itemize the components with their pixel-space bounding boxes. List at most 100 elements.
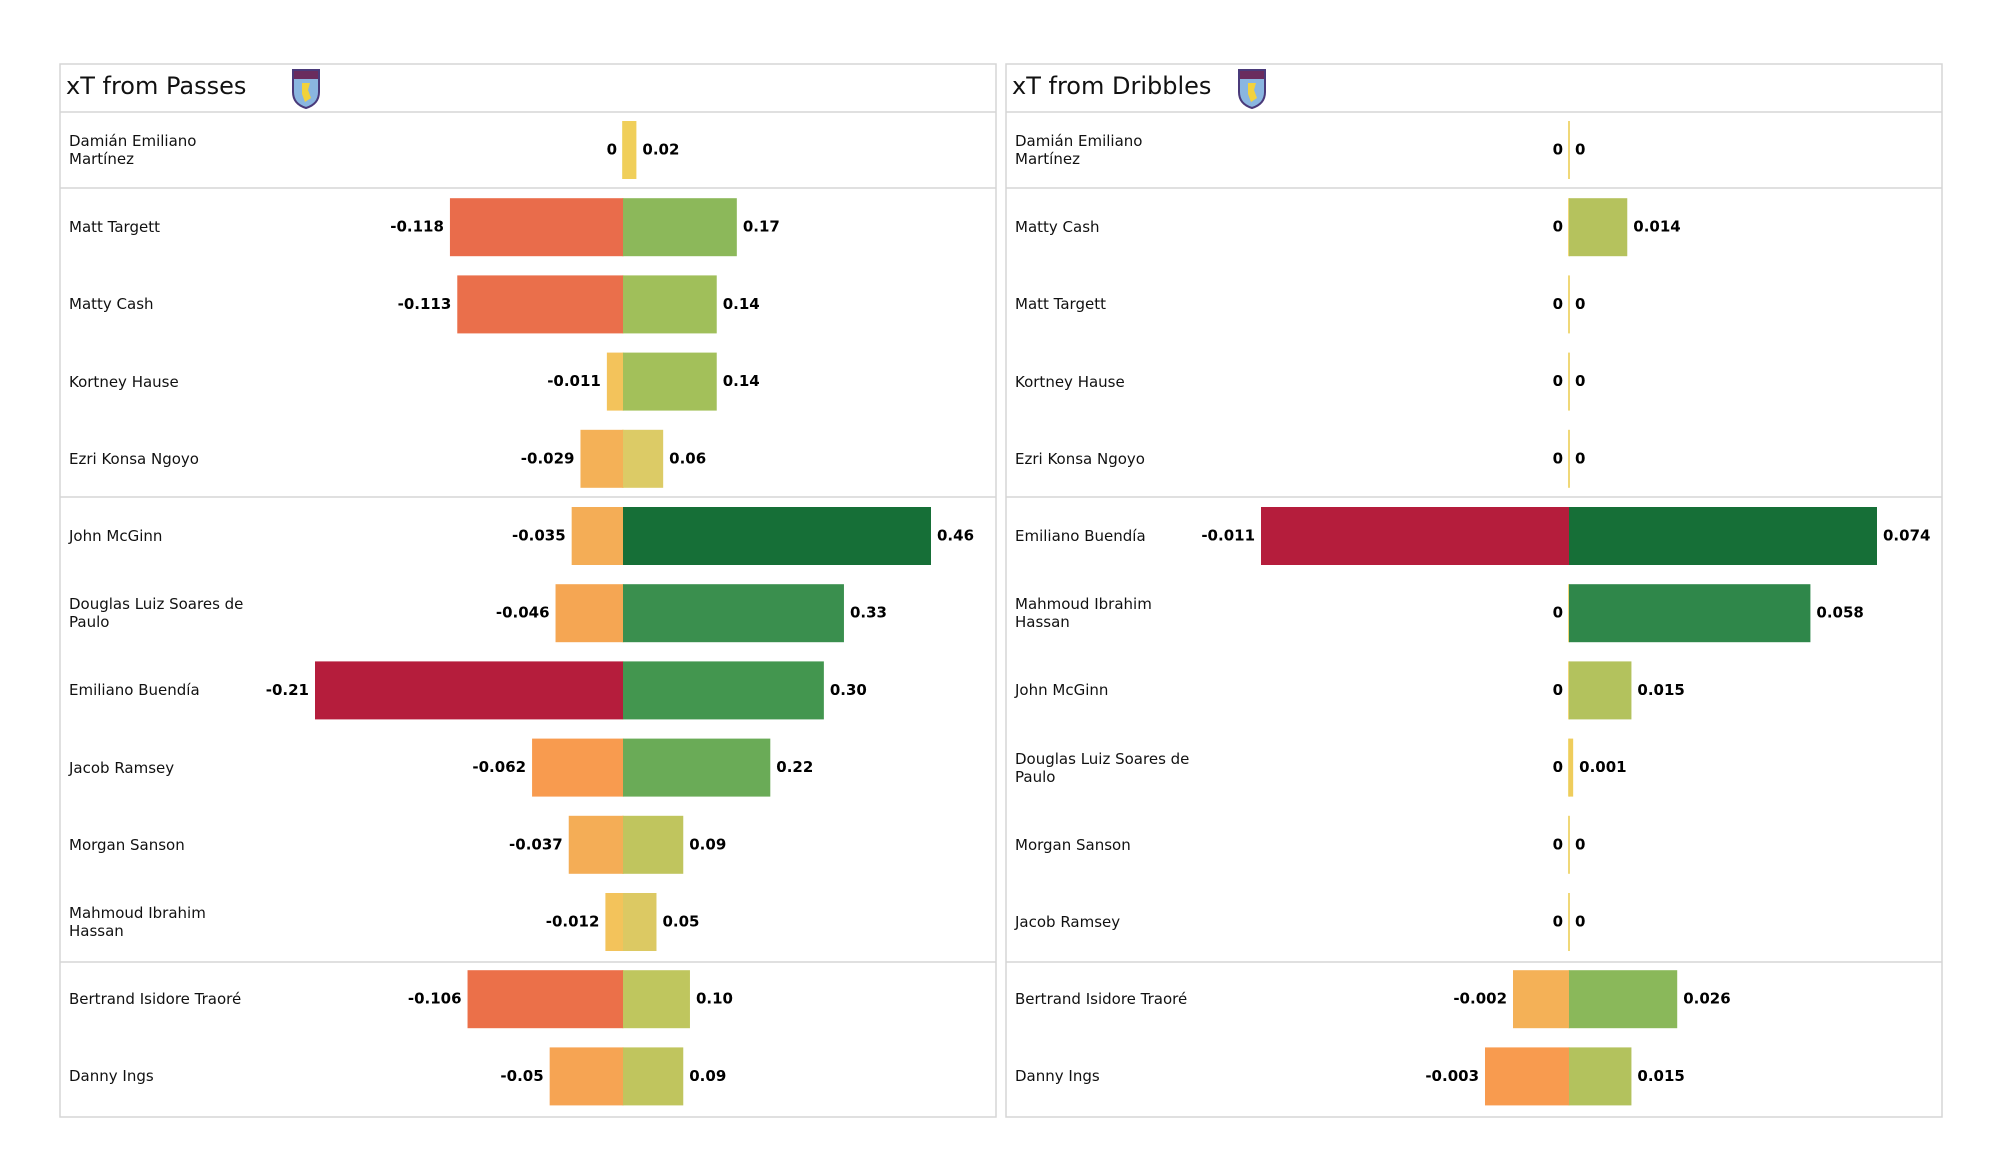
negative-bar	[449, 198, 623, 257]
negative-bar	[532, 738, 623, 797]
value-label: -0.05	[500, 1067, 543, 1085]
value-label: 0.10	[696, 990, 733, 1008]
player-name: Ezri Konsa Ngoyo	[69, 449, 199, 468]
value-label: 0.14	[723, 372, 760, 390]
value-label: 0.015	[1637, 1067, 1684, 1085]
value-label: 0.02	[642, 141, 679, 159]
value-label: 0	[1553, 835, 1563, 853]
value-label: -0.012	[546, 913, 600, 931]
player-name: Mahmoud Ibrahim Hassan	[1015, 595, 1152, 632]
positive-bar	[623, 738, 771, 797]
badge-band	[1240, 71, 1264, 79]
value-label: 0	[1553, 681, 1563, 699]
value-label: 0.30	[830, 681, 867, 699]
positive-bar	[623, 121, 637, 179]
value-label: 0	[607, 141, 617, 159]
player-name: Danny Ings	[69, 1067, 154, 1086]
negative-bar	[605, 893, 623, 951]
negative-bar	[606, 352, 623, 411]
positive-bar	[623, 198, 737, 257]
player-name: Mahmoud Ibrahim Hassan	[69, 904, 206, 940]
negative-bar	[1485, 1047, 1569, 1106]
value-label: 0.46	[937, 527, 974, 545]
positive-bar	[1569, 1047, 1632, 1106]
negative-bar	[1513, 970, 1569, 1029]
player-name: Douglas Luiz Soares de Paulo	[1015, 749, 1190, 786]
badge-band	[294, 71, 318, 79]
value-label: 0	[1553, 913, 1563, 931]
chart-title: xT from Dribbles	[1012, 72, 1211, 100]
value-label: -0.002	[1453, 990, 1507, 1008]
value-label: 0	[1553, 758, 1563, 776]
value-label: -0.106	[408, 990, 462, 1008]
badge-lion	[1248, 83, 1257, 102]
value-label: 0.05	[662, 913, 699, 931]
player-name: Matt Targett	[1015, 295, 1106, 314]
value-label: 0	[1575, 835, 1585, 853]
positive-bar	[623, 970, 690, 1029]
positive-bar	[623, 584, 844, 643]
negative-bar	[568, 815, 623, 874]
positive-bar	[1569, 970, 1678, 1029]
negative-bar	[467, 970, 623, 1029]
negative-bar	[571, 507, 623, 565]
player-name: Danny Ings	[1015, 1067, 1100, 1086]
value-label: 0	[1575, 372, 1585, 390]
positive-bar	[623, 815, 684, 874]
value-label: 0.17	[743, 218, 780, 236]
player-name: Douglas Luiz Soares de Paulo	[69, 595, 244, 632]
value-label: -0.046	[496, 604, 550, 622]
value-label: -0.113	[398, 295, 452, 313]
value-label: 0.014	[1633, 218, 1680, 236]
value-label: 0.058	[1816, 604, 1863, 622]
player-name: Morgan Sanson	[1015, 835, 1131, 854]
positive-bar	[1569, 198, 1628, 257]
player-name: Emiliano Buendía	[69, 681, 200, 700]
positive-bar	[623, 1047, 684, 1106]
positive-bar	[623, 275, 717, 334]
player-name: Matty Cash	[1015, 218, 1100, 237]
negative-bar	[549, 1047, 623, 1106]
value-label: 0	[1575, 449, 1585, 467]
value-label: 0.026	[1683, 990, 1730, 1008]
panel	[59, 63, 997, 1118]
value-label: 0	[1553, 295, 1563, 313]
value-label: 0.001	[1579, 758, 1626, 776]
positive-bar	[1569, 507, 1877, 565]
panel	[1005, 63, 1943, 1118]
value-label: 0	[1553, 141, 1563, 159]
value-label: 0.015	[1637, 681, 1684, 699]
player-name: Emiliano Buendía	[1015, 527, 1146, 545]
positive-bar	[1569, 661, 1632, 720]
value-label: -0.029	[521, 449, 575, 467]
value-label: -0.037	[509, 835, 563, 853]
player-name: John McGinn	[1015, 681, 1109, 700]
value-label: 0	[1553, 218, 1563, 236]
player-name: Jacob Ramsey	[69, 758, 175, 777]
value-label: -0.011	[547, 372, 601, 390]
negative-bar	[555, 584, 623, 643]
negative-bar	[1261, 507, 1569, 565]
positive-bar	[623, 429, 664, 488]
value-label: -0.035	[512, 527, 566, 545]
value-label: 0.22	[776, 758, 813, 776]
negative-bar	[457, 275, 623, 334]
player-name: Bertrand Isidore Traoré	[1015, 990, 1188, 1009]
value-label: 0.09	[689, 1067, 726, 1085]
positive-bar	[623, 507, 931, 565]
club-badge	[292, 69, 320, 110]
value-label: 0.33	[850, 604, 887, 622]
badge-lion	[302, 83, 311, 102]
value-label: 0.06	[669, 449, 706, 467]
player-name: Damián Emiliano Martínez	[1015, 132, 1143, 168]
value-label: 0	[1575, 913, 1585, 931]
player-name: Morgan Sanson	[69, 835, 185, 854]
value-label: -0.062	[472, 758, 526, 776]
value-label: -0.118	[390, 218, 444, 236]
player-name: Kortney Hause	[69, 372, 179, 391]
value-label: 0	[1575, 295, 1585, 313]
value-label: -0.21	[266, 681, 309, 699]
value-label: 0	[1575, 141, 1585, 159]
player-name: Kortney Hause	[1015, 372, 1125, 391]
positive-bar	[623, 661, 824, 720]
